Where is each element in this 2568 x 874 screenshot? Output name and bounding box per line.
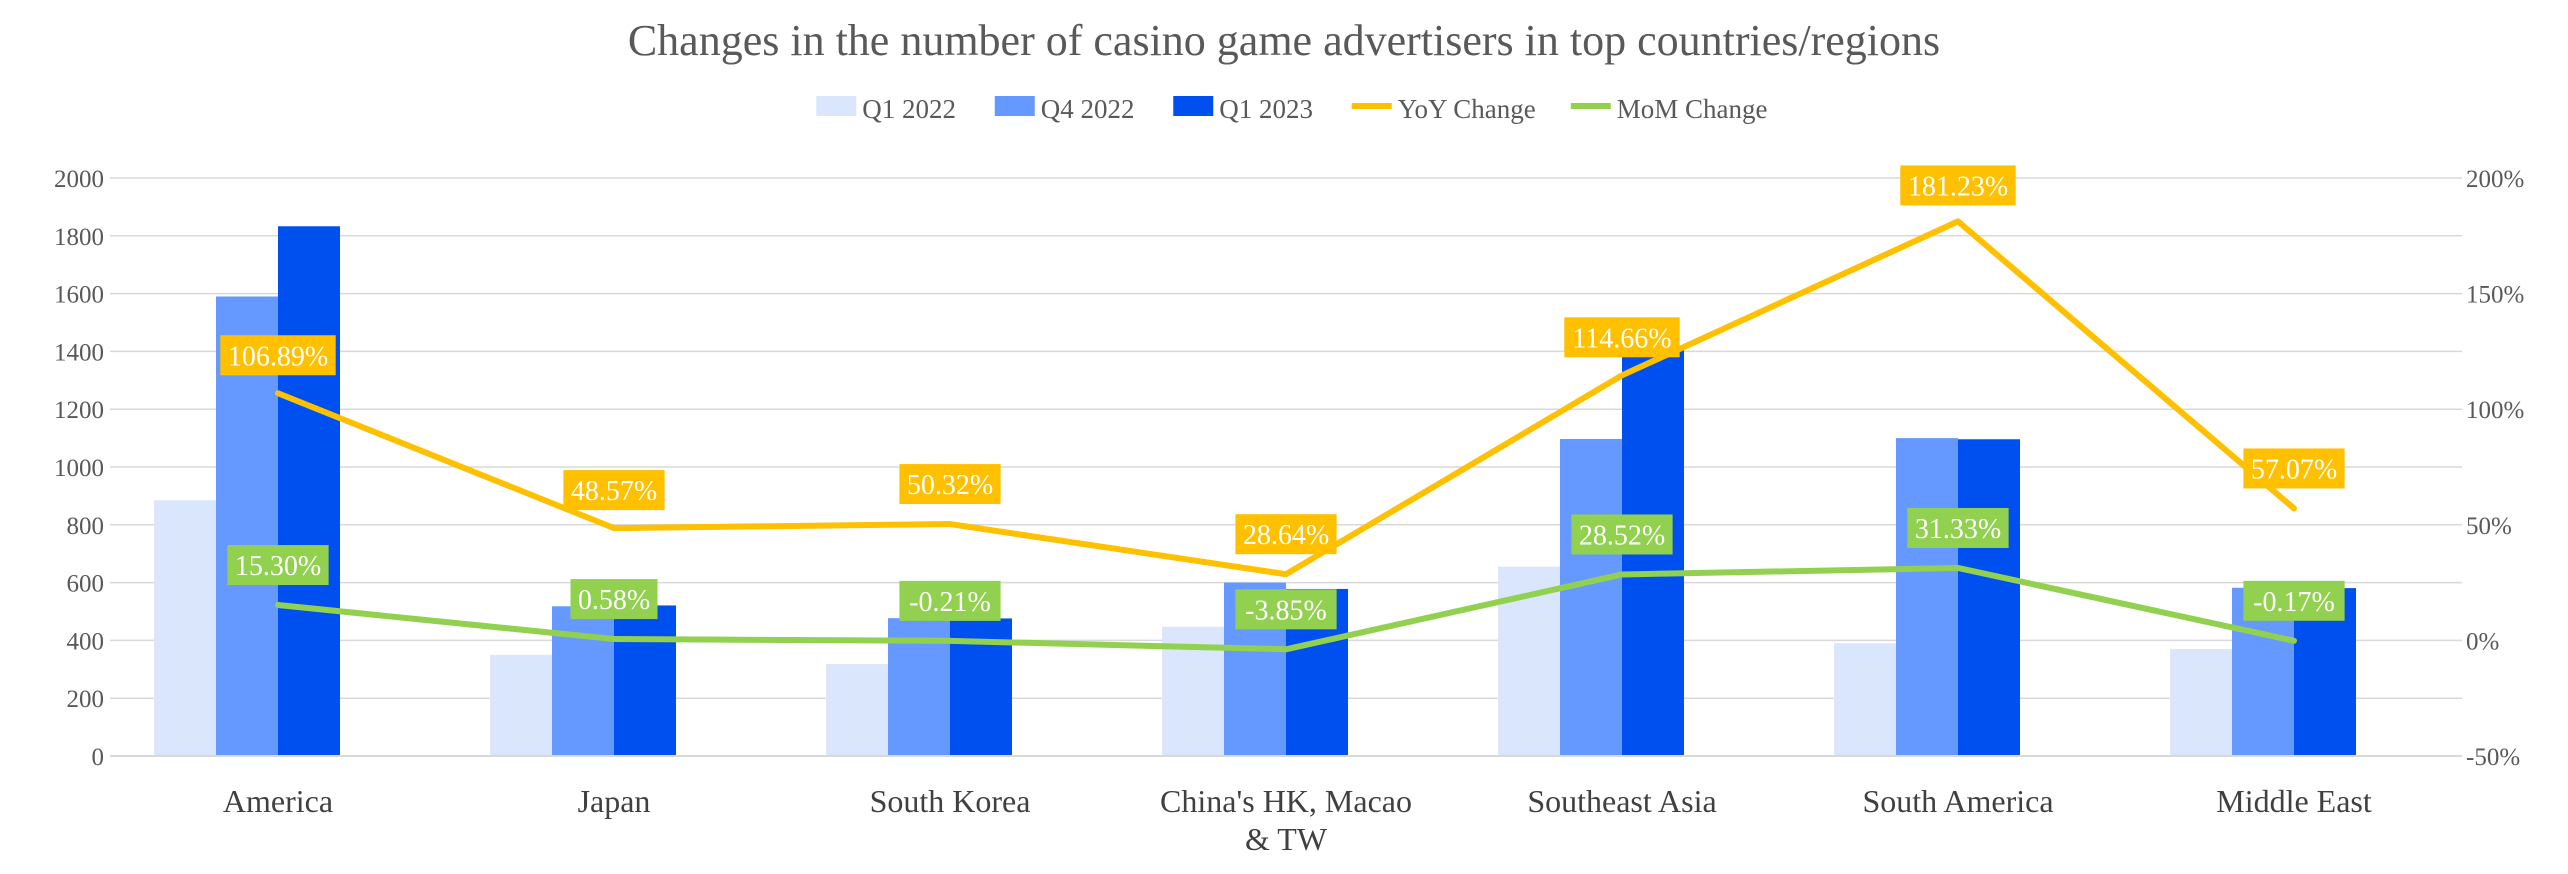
data-label-box [1571, 514, 1673, 555]
right-tick-label: 200% [2466, 166, 2524, 193]
legend-label-mom-change: MoM Change [1617, 94, 1768, 124]
bars [154, 226, 2356, 756]
category-label-south-korea: South Korea [870, 783, 1031, 819]
bar-q1-2023-america [278, 226, 340, 756]
category-label-middle-east: Middle East [2216, 783, 2372, 819]
legend-label-q1-2022: Q1 2022 [862, 94, 956, 124]
left-tick-label: 1200 [54, 397, 104, 424]
data-label-mom-change: 28.52% [1579, 520, 1665, 551]
bar-q1-2022-middle-east [2170, 649, 2232, 756]
x-axis: America Japan South Korea China's HK, Macao… [110, 755, 2462, 857]
data-label-box [899, 464, 1001, 505]
category-label-america: America [223, 783, 333, 819]
legend-swatch-q4-2022 [994, 96, 1035, 116]
data-label-box [1900, 165, 2016, 206]
data-label-yoy-change: 181.23% [1908, 171, 2008, 202]
category-label-japan: Japan [578, 783, 651, 819]
line-mom-change [275, 564, 2297, 653]
bar-q1-2022-japan [490, 654, 552, 756]
legend-swatch-q1-2023 [1173, 96, 1214, 116]
data-label-box [1564, 317, 1680, 358]
left-tick-label: 200 [67, 686, 105, 713]
data-label-mom-change: 0.58% [578, 585, 650, 616]
data-label-box [1907, 507, 2009, 548]
category-label-china-s-hk-macao-tw: China's HK, Macao & TW [1160, 783, 1412, 857]
legend-label-q4-2022: Q4 2022 [1041, 94, 1135, 124]
data-label-yoy-change: 50.32% [907, 470, 993, 501]
left-tick-label: 2000 [54, 166, 104, 193]
lines [275, 218, 2297, 653]
line-yoy-change [275, 218, 2297, 578]
data-label-mom-change: 31.33% [1915, 514, 2001, 545]
left-tick-label: 800 [67, 513, 105, 540]
data-label-mom-change: -0.17% [2253, 587, 2335, 618]
category-label-south-america: South America [1862, 783, 2053, 819]
data-label-mom-change: -3.85% [1245, 595, 1327, 626]
data-label-box [2243, 448, 2345, 489]
data-label-box [227, 545, 329, 586]
category-label-southeast-asia: Southeast Asia [1527, 783, 1716, 819]
data-label-box [2243, 580, 2345, 621]
data-label-box [1235, 514, 1337, 555]
left-tick-label: 600 [67, 571, 105, 598]
bar-q4-2022-south-america [1896, 438, 1958, 756]
legend: Q1 2022 Q4 2022 Q1 2023 YoY Change MoM Chang… [816, 94, 1768, 124]
legend-swatch-q1-2022 [816, 96, 857, 116]
data-label-yoy-change: 57.07% [2251, 454, 2337, 485]
left-tick-label: 1000 [54, 455, 104, 482]
left-axis: 0 200 400 600 800 1000 1200 1400 1600 1800 2000 [54, 166, 104, 771]
left-tick-label: 400 [67, 628, 105, 655]
legend-label-yoy-change: YoY Change [1398, 94, 1536, 124]
chart-title: Changes in the number of casino game adv… [628, 16, 1940, 65]
right-tick-label: 150% [2466, 282, 2524, 309]
bar-q4-2022-japan [552, 606, 614, 756]
right-tick-label: 0% [2466, 628, 2499, 655]
right-tick-label: -50% [2466, 744, 2520, 771]
bar-q1-2022-america [154, 500, 216, 756]
data-label-box [220, 335, 336, 376]
data-label-yoy-change: 28.64% [1243, 520, 1329, 551]
bar-q1-2023-south-america [1958, 439, 2020, 756]
data-label-yoy-change: 114.66% [1572, 323, 1671, 354]
bar-q1-2022-south-korea [826, 664, 888, 756]
data-label-box [1235, 589, 1337, 630]
bar-q4-2022-southeast-asia [1560, 438, 1622, 756]
bar-q1-2023-japan [614, 605, 676, 756]
data-labels: 106.89% 48.57% 50.32% 28.64% 114.66% 181.23% 5… [220, 165, 2345, 630]
data-label-box [899, 580, 1001, 621]
data-label-mom-change: 15.30% [235, 551, 321, 582]
right-axis: -50% 0% 50% 100% 150% 200% [2466, 166, 2524, 771]
left-tick-label: 1400 [54, 339, 104, 366]
bar-q1-2022-south-america [1834, 643, 1896, 756]
data-label-yoy-change: 48.57% [571, 476, 657, 507]
data-label-yoy-change: 106.89% [228, 341, 328, 372]
left-tick-label: 1800 [54, 224, 104, 251]
data-label-box [570, 579, 658, 620]
right-tick-label: 100% [2466, 397, 2524, 424]
data-label-mom-change: -0.21% [909, 587, 991, 618]
right-tick-label: 50% [2466, 513, 2512, 540]
left-tick-label: 0 [92, 744, 105, 771]
left-tick-label: 1600 [54, 282, 104, 309]
data-label-box [563, 470, 665, 511]
legend-label-q1-2023: Q1 2023 [1219, 94, 1313, 124]
